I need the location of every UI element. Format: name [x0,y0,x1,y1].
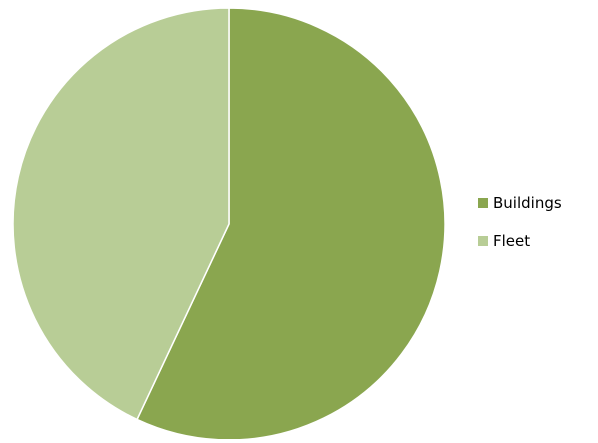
legend-label-buildings: Buildings [493,194,562,212]
legend-item-fleet: Fleet [478,231,562,251]
legend-swatch-fleet [478,236,488,246]
legend-item-buildings: Buildings [478,193,562,213]
legend: Buildings Fleet [478,193,562,269]
legend-swatch-buildings [478,198,488,208]
pie-slice-fleet [12,7,230,421]
legend-label-fleet: Fleet [493,232,531,250]
